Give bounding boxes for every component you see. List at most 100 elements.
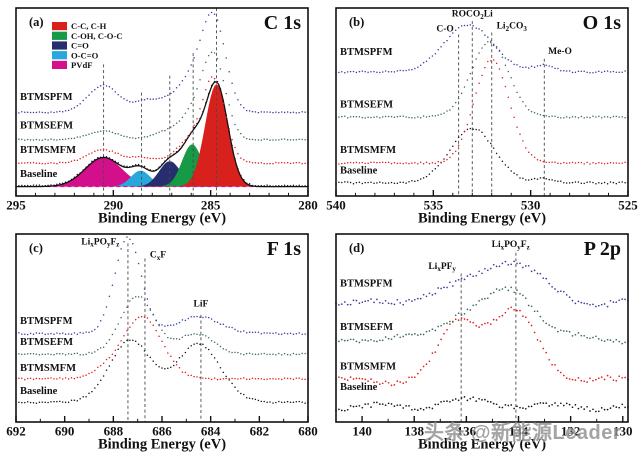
series-label-BTMSEFM: BTMSEFM bbox=[340, 100, 393, 111]
x-axis-title: Binding Energy (eV) bbox=[418, 211, 546, 227]
x-tick-label: 684 bbox=[201, 424, 221, 439]
guide-lines bbox=[460, 252, 517, 422]
x-tick-label: 136 bbox=[457, 424, 477, 439]
panel-title: F 1s bbox=[267, 238, 301, 260]
guide-lines bbox=[103, 8, 217, 196]
peak-annotation: LixPOyFz bbox=[81, 237, 119, 248]
x-tick-label: 134 bbox=[509, 424, 529, 439]
axes: 295 290 285 280 Binding Energy (eV) bbox=[6, 7, 318, 227]
axes: 692 690 688 686 684 682 680 Binding Energy (eV) bbox=[6, 233, 318, 452]
x-tick-label: 130 bbox=[613, 424, 633, 439]
panel-title: P 2p bbox=[584, 238, 621, 260]
x-tick-label: 535 bbox=[424, 198, 444, 213]
series-label-BTMSPFM: BTMSPFM bbox=[340, 279, 393, 290]
x-tick-label: 686 bbox=[152, 424, 172, 439]
x-tick-label: 280 bbox=[298, 198, 318, 213]
x-tick-label: 690 bbox=[55, 424, 75, 439]
fit-peak-C=O bbox=[16, 161, 308, 187]
guide-lines bbox=[127, 243, 202, 422]
x-tick-label: 132 bbox=[561, 424, 581, 439]
peak-annotation: C-O bbox=[436, 25, 453, 35]
x-tick-label: 530 bbox=[521, 198, 541, 213]
peak-annotation: CxF bbox=[150, 251, 166, 262]
panel-letter: (b) bbox=[349, 15, 364, 29]
series-label-Baseline: Baseline bbox=[20, 169, 58, 180]
x-tick-label: 290 bbox=[104, 198, 124, 213]
series-BTMSMFM bbox=[335, 59, 629, 165]
panel-c-f1s-chart: Baseline BTMSMFM BTMSEFM BTMSPFM LixPOyFz CxF… bbox=[6, 233, 318, 452]
series-label-BTMSMFM: BTMSMFM bbox=[20, 363, 76, 374]
x-tick-label: 295 bbox=[6, 198, 26, 213]
series-Baseline bbox=[335, 127, 629, 185]
peak-annotation: LixPOyFz bbox=[492, 240, 530, 251]
panel-a-c1s-chart: Baseline BTMSMFM BTMSEFM BTMSPFM 295 290 285 28… bbox=[6, 7, 318, 227]
legend-label: O-C=O bbox=[71, 50, 99, 60]
legend-swatch bbox=[52, 41, 67, 50]
panel-letter: (c) bbox=[29, 241, 43, 255]
plot-border bbox=[15, 7, 309, 197]
x-tick-label: 540 bbox=[326, 198, 346, 213]
series-Baseline bbox=[15, 80, 309, 187]
series-label-BTMSPFM: BTMSPFM bbox=[20, 92, 73, 103]
watermark-text: 头条 @新能源Leader bbox=[424, 422, 622, 444]
fitted-peak-fills bbox=[16, 81, 308, 188]
series-BTMSEFM bbox=[15, 295, 309, 356]
series-BTMSMFM bbox=[335, 306, 629, 387]
panel-title: O 1s bbox=[583, 12, 622, 34]
series-label-BTMSMFM: BTMSMFM bbox=[20, 145, 76, 156]
panel-d-p2p-chart: Baseline BTMSMFM BTMSEFM BTMSPFM LixPFy LixPO… bbox=[335, 233, 633, 452]
peak-annotation: Me-O bbox=[548, 47, 572, 57]
panel-b-o1s-chart: Baseline BTMSMFM BTMSEFM BTMSPFM C-O ROCO2Li L… bbox=[326, 7, 638, 227]
series-label-BTMSEFM: BTMSEFM bbox=[340, 322, 393, 333]
legend-label: C-OH, C-O-C bbox=[71, 31, 123, 41]
legend-swatch bbox=[52, 60, 67, 69]
series-label-Baseline: Baseline bbox=[20, 386, 58, 397]
series-Baseline bbox=[335, 396, 629, 413]
x-tick-label: 140 bbox=[352, 424, 372, 439]
legend-swatch bbox=[52, 51, 67, 60]
peak-annotation: Li2CO3 bbox=[497, 22, 528, 33]
legend-label: PVdF bbox=[71, 60, 92, 70]
series-BTMSEFM bbox=[15, 51, 309, 141]
series-BTMSMFM bbox=[15, 76, 309, 165]
x-tick-label: 525 bbox=[618, 198, 638, 213]
legend-label: C-C, C-H bbox=[71, 21, 107, 31]
series-label-BTMSPFM: BTMSPFM bbox=[20, 316, 73, 327]
fit-peak-PVdF bbox=[16, 157, 308, 187]
series-BTMSPFM bbox=[15, 11, 309, 114]
legend-swatch bbox=[52, 22, 67, 31]
axes: 540 535 530 525 Binding Energy (eV) bbox=[326, 7, 638, 227]
legend-label: C=O bbox=[71, 41, 89, 51]
plot-border bbox=[15, 233, 309, 423]
fit-envelope-curve bbox=[16, 81, 308, 188]
x-tick-label: 285 bbox=[201, 198, 221, 213]
series-label-Baseline: Baseline bbox=[340, 382, 378, 393]
series-label-BTMSMFM: BTMSMFM bbox=[340, 145, 396, 156]
series-BTMSPFM bbox=[335, 260, 629, 308]
series-label-BTMSPFM: BTMSPFM bbox=[340, 47, 393, 58]
panel-title: C 1s bbox=[264, 12, 301, 34]
series-BTMSPFM bbox=[335, 24, 629, 74]
x-tick-label: 680 bbox=[298, 424, 318, 439]
series-label-Baseline: Baseline bbox=[340, 165, 378, 176]
plot-border bbox=[335, 233, 629, 423]
axes: 140 138 136 134 132 130 Binding Energy (eV) bbox=[335, 233, 633, 452]
legend-swatch bbox=[52, 31, 67, 40]
series-label-BTMSEFM: BTMSEFM bbox=[20, 120, 73, 131]
peak-annotation: LixPFy bbox=[428, 262, 456, 273]
peak-annotation: ROCO2Li bbox=[452, 9, 493, 20]
x-tick-label: 682 bbox=[250, 424, 270, 439]
panel-letter: (d) bbox=[349, 241, 364, 255]
x-axis-title: Binding Energy (eV) bbox=[98, 211, 226, 227]
series-label-BTMSEFM: BTMSEFM bbox=[20, 337, 73, 348]
x-axis-title: Binding Energy (eV) bbox=[418, 437, 546, 452]
series-BTMSMFM bbox=[15, 315, 309, 381]
series-BTMSEFM bbox=[335, 286, 629, 345]
peak-annotation: LiF bbox=[194, 299, 209, 309]
x-axis-title: Binding Energy (eV) bbox=[98, 437, 226, 452]
guide-lines bbox=[458, 21, 545, 196]
series-BTMSPFM bbox=[15, 236, 309, 336]
x-tick-label: 688 bbox=[104, 424, 124, 439]
